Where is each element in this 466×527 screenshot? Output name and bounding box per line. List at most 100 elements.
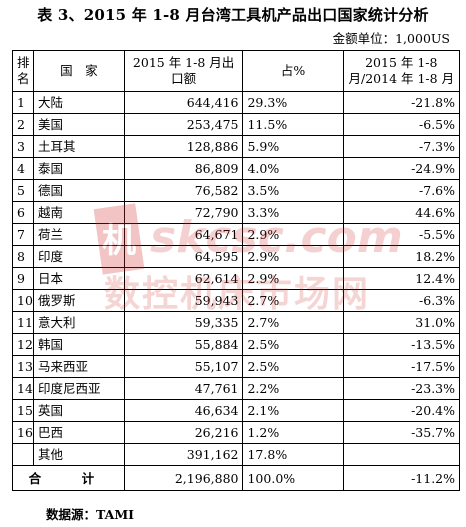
table-row: 14 印度尼西亚 47,761 2.2% -23.3% <box>12 377 461 400</box>
table-row: 5 德国 76,582 3.5% -7.6% <box>12 179 461 202</box>
header-country: 国 家 <box>32 50 125 92</box>
cell-rank: 3 <box>12 135 34 158</box>
cell-rank <box>12 443 34 466</box>
cell-country: 意大利 <box>32 311 125 334</box>
cell-rank: 5 <box>12 179 34 202</box>
cell-country: 土耳其 <box>32 135 125 158</box>
table-row: 9 日本 62,614 2.9% 12.4% <box>12 267 461 290</box>
table-row: 7 荷兰 64,671 2.9% -5.5% <box>12 223 461 246</box>
table-row: 4 泰国 86,809 4.0% -24.9% <box>12 157 461 180</box>
cell-share: 2.2% <box>242 377 344 400</box>
cell-export: 86,809 <box>123 157 244 180</box>
table-row: 1 大陆 644,416 29.3% -21.8% <box>12 91 461 114</box>
header-row: 排名 国 家 2015 年 1-8 月出口额 占% 2015 年 1-8 月/2… <box>12 50 461 92</box>
cell-export: 47,761 <box>123 377 244 400</box>
table-row: 15 英国 46,634 2.1% -20.4% <box>12 399 461 422</box>
cell-growth: -7.3% <box>342 135 461 158</box>
cell-share: 2.7% <box>242 311 344 334</box>
cell-export: 26,216 <box>123 421 244 444</box>
cell-growth <box>342 443 461 466</box>
cell-share: 17.8% <box>242 443 344 466</box>
total-share: 100.0% <box>242 465 344 491</box>
cell-rank: 13 <box>12 355 34 378</box>
cell-share: 2.9% <box>242 245 344 268</box>
cell-rank: 8 <box>12 245 34 268</box>
cell-share: 2.7% <box>242 289 344 312</box>
cell-share: 2.9% <box>242 223 344 246</box>
table-body: 1 大陆 644,416 29.3% -21.8% 2 美国 253,475 11.5% -6.5… <box>12 91 461 466</box>
cell-rank: 4 <box>12 157 34 180</box>
cell-rank: 7 <box>12 223 34 246</box>
cell-export: 64,671 <box>123 223 244 246</box>
header-share: 占% <box>242 50 344 92</box>
table-row: 12 韩国 55,884 2.5% -13.5% <box>12 333 461 356</box>
cell-country: 日本 <box>32 267 125 290</box>
cell-export: 391,162 <box>123 443 244 466</box>
cell-export: 128,886 <box>123 135 244 158</box>
cell-country: 其他 <box>32 443 125 466</box>
data-source: 数据源：TAMI <box>46 507 135 522</box>
cell-growth: -13.5% <box>342 333 461 356</box>
cell-share: 3.3% <box>242 201 344 224</box>
cell-rank: 14 <box>12 377 34 400</box>
cell-country: 马来西亚 <box>32 355 125 378</box>
cell-growth: -6.3% <box>342 289 461 312</box>
cell-export: 59,335 <box>123 311 244 334</box>
export-table: 排名 国 家 2015 年 1-8 月出口额 占% 2015 年 1-8 月/2… <box>12 50 461 491</box>
cell-growth: -35.7% <box>342 421 461 444</box>
cell-growth: -24.9% <box>342 157 461 180</box>
table-row: 11 意大利 59,335 2.7% 31.0% <box>12 311 461 334</box>
header-export: 2015 年 1-8 月出口额 <box>123 50 244 92</box>
cell-country: 印度 <box>32 245 125 268</box>
cell-growth: -5.5% <box>342 223 461 246</box>
cell-export: 55,884 <box>123 333 244 356</box>
cell-export: 76,582 <box>123 179 244 202</box>
total-row: 合 计 2,196,880 100.0% -11.2% <box>12 465 461 491</box>
cell-rank: 11 <box>12 311 34 334</box>
cell-share: 29.3% <box>242 91 344 114</box>
cell-country: 俄罗斯 <box>32 289 125 312</box>
total-label: 合 计 <box>12 465 125 491</box>
table-row: 8 印度 64,595 2.9% 18.2% <box>12 245 461 268</box>
table-row: 其他 391,162 17.8% <box>12 443 461 466</box>
cell-share: 3.5% <box>242 179 344 202</box>
cell-country: 印度尼西亚 <box>32 377 125 400</box>
cell-country: 泰国 <box>32 157 125 180</box>
table-row: 10 俄罗斯 59,943 2.7% -6.3% <box>12 289 461 312</box>
cell-growth: 18.2% <box>342 245 461 268</box>
cell-export: 46,634 <box>123 399 244 422</box>
cell-share: 2.9% <box>242 267 344 290</box>
cell-export: 62,614 <box>123 267 244 290</box>
cell-rank: 16 <box>12 421 34 444</box>
cell-share: 4.0% <box>242 157 344 180</box>
cell-rank: 9 <box>12 267 34 290</box>
cell-share: 2.5% <box>242 355 344 378</box>
cell-share: 11.5% <box>242 113 344 136</box>
total-growth: -11.2% <box>342 465 461 491</box>
table-title: 表 3、2015 年 1-8 月台湾工具机产品出口国家统计分析 <box>37 6 429 24</box>
cell-growth: -7.6% <box>342 179 461 202</box>
table-row: 16 巴西 26,216 1.2% -35.7% <box>12 421 461 444</box>
cell-growth: 12.4% <box>342 267 461 290</box>
header-growth: 2015 年 1-8 月/2014 年 1-8 月 <box>342 50 461 92</box>
cell-rank: 15 <box>12 399 34 422</box>
total-export: 2,196,880 <box>123 465 244 491</box>
cell-country: 巴西 <box>32 421 125 444</box>
unit-note: 金额单位：1,000US <box>332 31 450 46</box>
header-rank: 排名 <box>12 50 34 92</box>
cell-share: 5.9% <box>242 135 344 158</box>
cell-rank: 10 <box>12 289 34 312</box>
cell-country: 英国 <box>32 399 125 422</box>
cell-country: 大陆 <box>32 91 125 114</box>
cell-country: 越南 <box>32 201 125 224</box>
table-row: 13 马来西亚 55,107 2.5% -17.5% <box>12 355 461 378</box>
cell-rank: 1 <box>12 91 34 114</box>
table-row: 3 土耳其 128,886 5.9% -7.3% <box>12 135 461 158</box>
cell-growth: -23.3% <box>342 377 461 400</box>
cell-growth: -20.4% <box>342 399 461 422</box>
cell-country: 韩国 <box>32 333 125 356</box>
cell-export: 72,790 <box>123 201 244 224</box>
cell-share: 2.5% <box>242 333 344 356</box>
cell-export: 64,595 <box>123 245 244 268</box>
